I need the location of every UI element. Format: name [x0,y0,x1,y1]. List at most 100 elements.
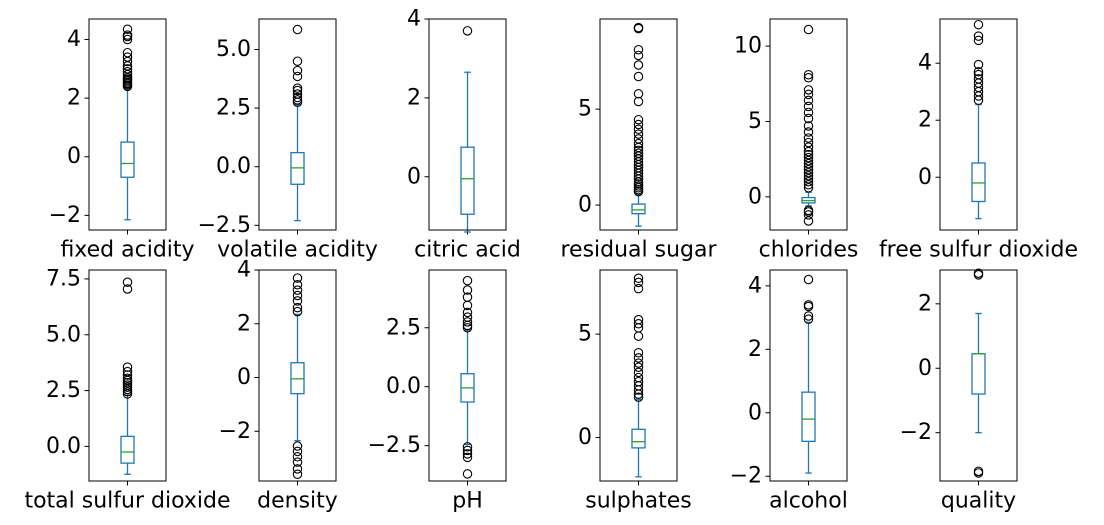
axes-frame [88,18,167,231]
y-tick-label: −2.5 [198,213,251,238]
outlier-point [292,83,303,93]
y-tick-label: 5.0 [216,37,251,62]
outlier-point [462,307,473,318]
y-tick-label: 7.5 [46,266,81,291]
boxplot-panel: −2.5 0.0 2.5 5.0 volatile acidity [198,18,378,263]
outlier-point [633,273,644,284]
outlier-point [122,24,133,35]
outlier-point [803,127,814,137]
y-tick-label: 5 [578,97,592,122]
outlier-point [462,285,473,295]
outlier-point [633,138,644,149]
outlier-point [633,358,644,368]
outlier-point [633,362,644,372]
y-tick-label: 5 [748,109,762,134]
outlier-point [292,441,303,451]
x-axis-label: alcohol [769,489,848,514]
outlier-point [803,311,814,321]
outlier-point [803,89,814,100]
outlier-point [633,134,644,144]
x-axis-label: total sulfur dioxide [24,489,230,514]
outlier-point [292,446,303,457]
outlier-point [292,296,303,306]
outlier-point [803,183,814,193]
y-tick-label: −2 [49,203,81,228]
outlier-point [462,323,473,333]
y-tick-label: 2.5 [46,378,81,403]
axes-frame [599,18,678,231]
y-tick-label: 0 [918,165,932,190]
y-tick-label: 2.5 [216,96,251,121]
outlier-point [292,85,303,96]
y-tick-label: 2 [67,86,81,111]
y-tick-label: 0 [578,425,592,450]
outlier-point [803,164,814,175]
outlier-point [803,210,814,220]
axes-frame [258,18,337,231]
y-tick-label: −2.5 [368,433,421,458]
axes-frame [769,18,848,231]
y-tick-label: 2 [748,337,762,362]
outlier-point [122,284,133,294]
y-tick-label: −2 [219,419,251,444]
iqr-box [971,162,986,203]
outlier-point [462,317,473,327]
x-axis-label: citric acid [414,238,521,263]
outlier-point [462,292,473,302]
y-tick-label: 5.0 [46,322,81,347]
y-tick-label: 4 [407,7,421,32]
y-tick-label: 4 [748,273,762,298]
outlier-point [292,56,303,66]
outlier-point [803,107,814,118]
outlier-point [973,19,984,30]
y-tick-label: −2 [900,420,932,445]
outlier-point [633,347,644,358]
outlier-point [122,366,133,377]
outlier-point [633,124,644,135]
outlier-point [633,314,644,325]
outlier-point [803,216,814,226]
outlier-point [803,101,814,112]
outlier-point [633,283,644,294]
boxplot-panel: −2 0 2 4 fixed acidity [49,18,195,263]
y-tick-label: 4 [67,27,81,52]
y-tick-label: 0 [237,365,251,390]
outlier-point [803,167,814,178]
iqr-box [631,428,646,449]
outlier-point [803,205,814,216]
x-axis-label: residual sugar [560,238,717,263]
boxplot-panel: 0.0 2.5 5.0 7.5 total sulfur dioxide [24,266,230,513]
outlier-point [973,59,984,70]
outlier-point [292,24,303,35]
outlier-point [803,73,814,83]
outlier-point [462,449,473,459]
y-tick-label: −2 [730,464,762,489]
outlier-point [292,285,303,295]
outlier-point [292,89,303,99]
x-axis-label: chlorides [759,238,859,263]
outlier-point [803,121,814,131]
outlier-point [462,26,473,36]
outlier-point [633,60,644,70]
outlier-point [633,331,644,341]
boxplot-panel: 0 5 residual sugar [560,18,717,263]
outlier-point [292,306,303,317]
outlier-point [803,133,814,143]
outlier-point [633,372,644,383]
axes-frame [428,269,507,482]
outlier-point [973,74,984,84]
outlier-point [803,95,814,106]
boxplot-panel: −2 0 2 4 density [219,258,338,514]
outlier-point [973,69,984,80]
y-tick-label: 2 [918,108,932,133]
outlier-point [973,35,984,46]
outlier-point [292,302,303,313]
outlier-point [633,129,644,139]
outlier-point [633,89,644,99]
iqr-box [971,353,986,395]
outlier-point [462,442,473,452]
outlier-point [292,273,303,283]
outlier-point [633,376,644,387]
outlier-point [633,145,644,156]
outlier-point [803,158,814,169]
